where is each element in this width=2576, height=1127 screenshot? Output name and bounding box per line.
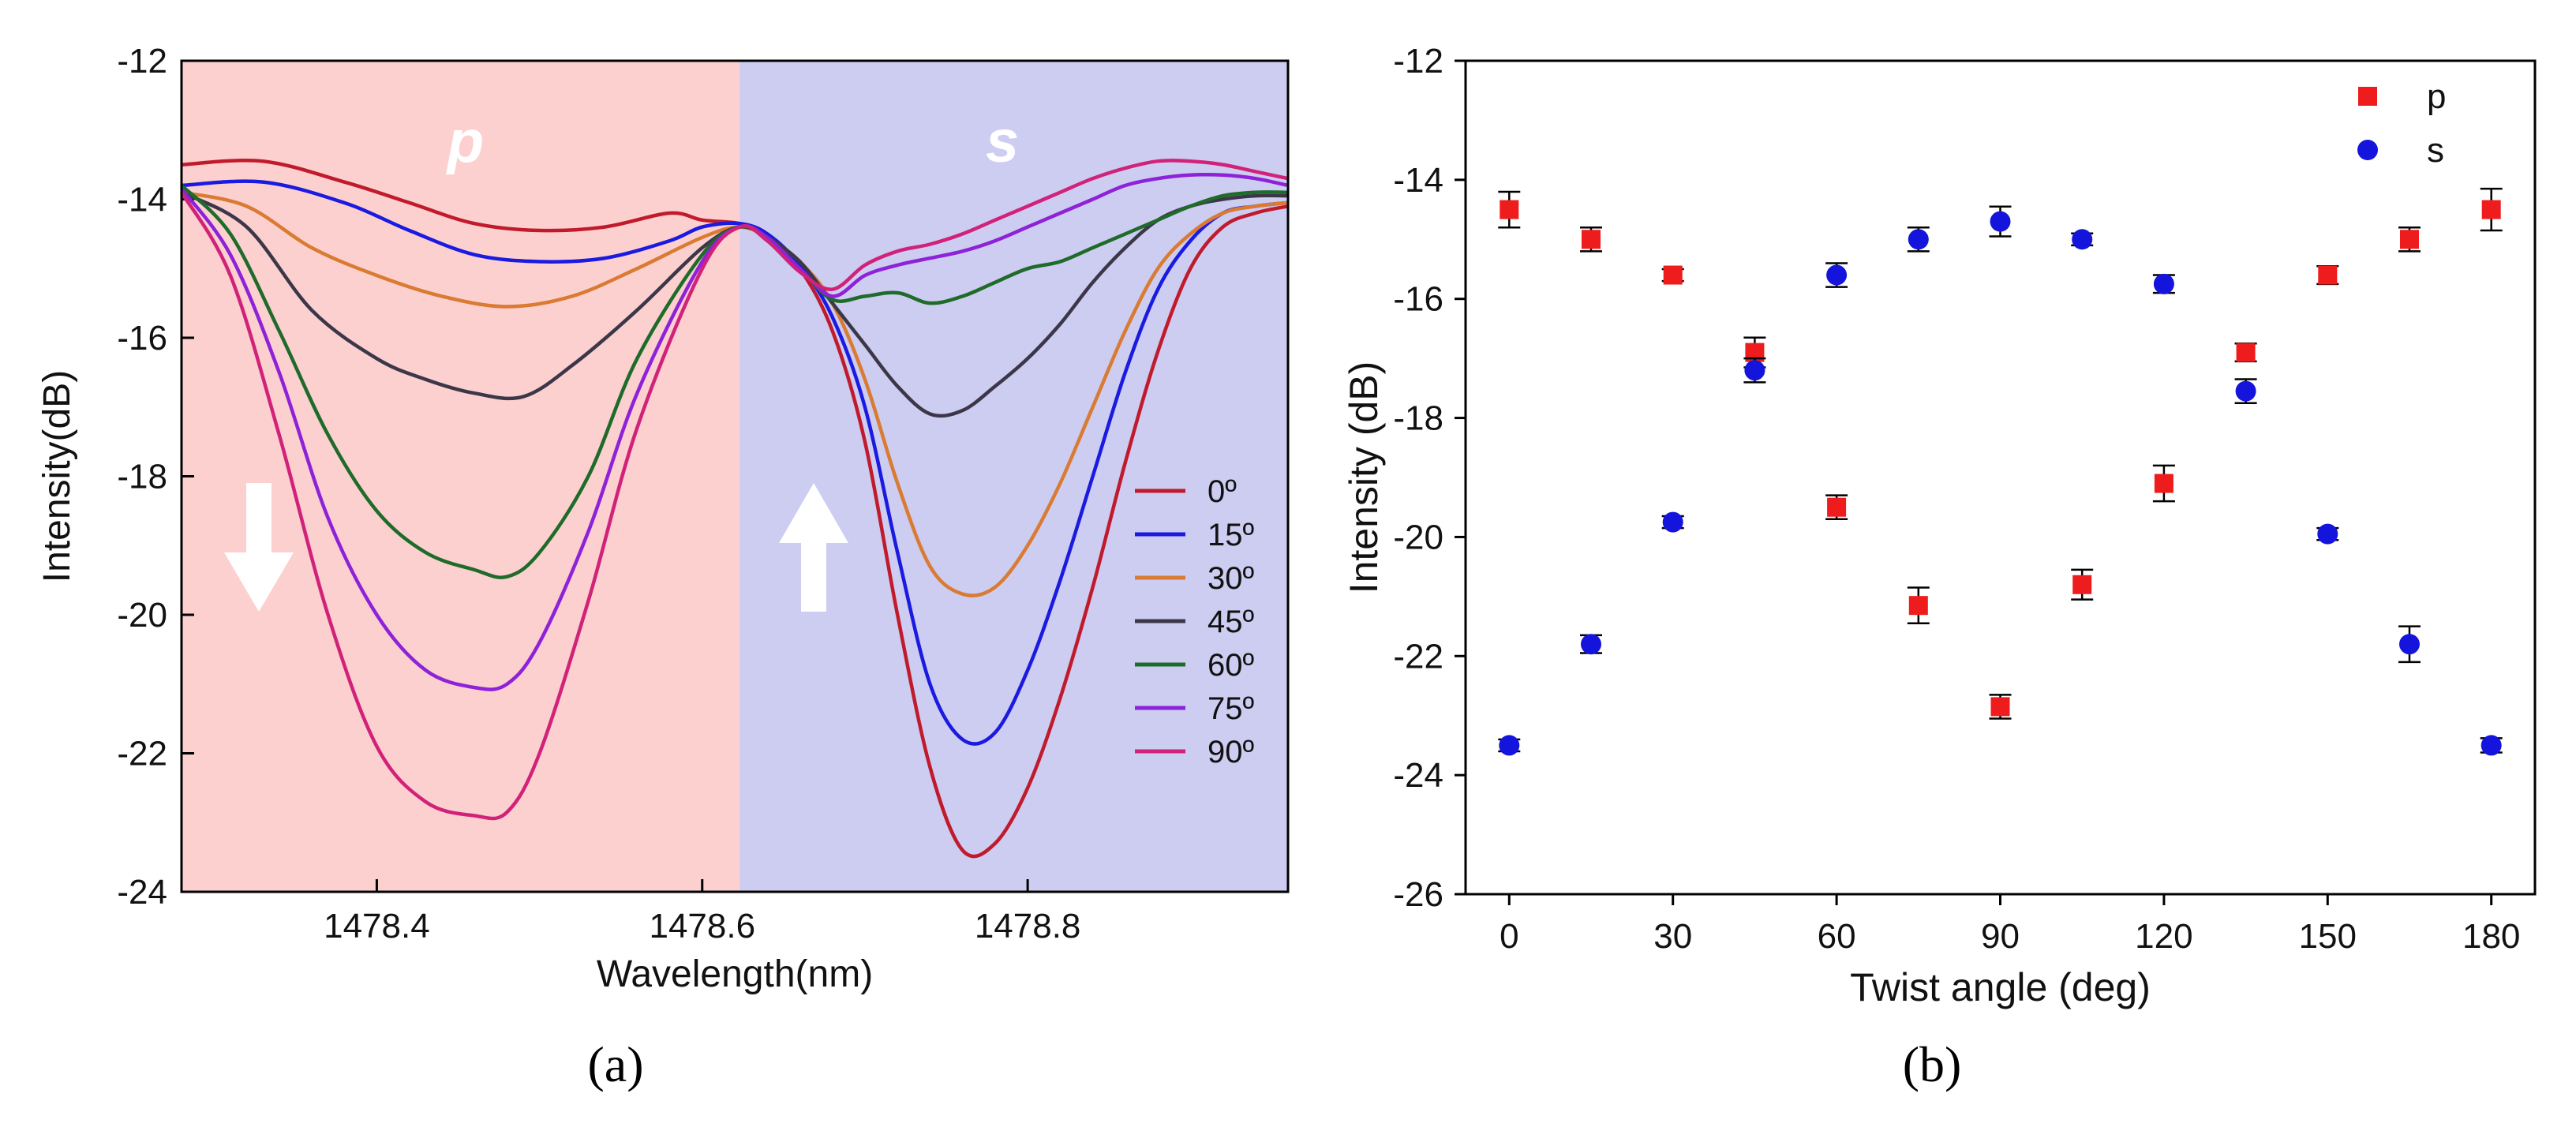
data-point-p: [1500, 200, 1519, 219]
x-tick-label-b: 0: [1500, 917, 1518, 956]
data-point-p: [2481, 200, 2501, 219]
y-tick-label-a: -16: [117, 319, 167, 358]
legend-label-6: 90º: [1208, 735, 1254, 769]
series-line-1: [181, 179, 1289, 746]
data-point-p: [1990, 697, 2010, 717]
x-tick-label-b: 120: [2135, 917, 2192, 956]
legend-label-2: 30º: [1208, 561, 1254, 596]
x-tick-label-b: 150: [2299, 917, 2357, 956]
y-tick-label-a: -20: [117, 596, 167, 635]
y-tick-label-b: -26: [1393, 875, 1443, 914]
y-tick-label-b: -16: [1393, 280, 1443, 319]
x-tick-label-a: 1478.8: [975, 907, 1081, 945]
legend-label-5: 75º: [1208, 691, 1254, 726]
legend-label-s: s: [2427, 131, 2444, 170]
data-point-p: [2399, 230, 2419, 249]
x-axis-label-b: Twist angle (deg): [1850, 965, 2151, 1009]
data-point-p: [1663, 265, 1683, 285]
x-axis-label-a: Wavelength(nm): [597, 953, 873, 995]
legend-marker-s: [2357, 140, 2378, 160]
plot-frame-b: [1464, 59, 2537, 896]
region-label-s: s: [986, 108, 1019, 175]
y-tick-label-a: -24: [117, 873, 167, 912]
x-tick-label-b: 90: [1981, 917, 2020, 956]
y-tick-label-a: -22: [117, 735, 167, 773]
x-tick-label-a: 1478.6: [649, 907, 755, 945]
y-axis-label-b: Intensity (dB): [1342, 361, 1386, 594]
y-tick-label-b: -22: [1393, 637, 1443, 676]
y-axis-label-a: Intensity(dB): [36, 370, 78, 582]
legend-marker-p: [2358, 87, 2377, 106]
data-point-p: [1908, 596, 1928, 616]
data-point-s: [1499, 735, 1520, 756]
plot-frame-a: [180, 59, 1290, 893]
data-point-s: [1744, 360, 1765, 381]
y-tick-label-a: -18: [117, 458, 167, 496]
y-tick-label-b: -24: [1393, 756, 1443, 795]
data-point-p: [2072, 575, 2092, 594]
legend-label-0: 0º: [1208, 474, 1237, 509]
data-point-s: [2398, 634, 2420, 655]
data-point-s: [1662, 511, 1683, 533]
y-tick-label-b: -20: [1393, 518, 1443, 556]
region-p: [182, 61, 740, 892]
data-point-p: [2154, 474, 2174, 493]
region-label-p: p: [446, 108, 484, 175]
series-line-2: [181, 190, 1289, 597]
arrow-up-icon: [779, 483, 848, 612]
data-point-s: [2481, 735, 2502, 756]
data-point-s: [1908, 229, 1929, 250]
legend-label-p: p: [2427, 77, 2446, 116]
data-point-p: [2236, 343, 2256, 362]
caption-a: (a): [587, 1036, 643, 1092]
y-tick-label-a: -14: [117, 181, 167, 219]
arrow-down-icon: [224, 483, 294, 612]
data-point-s: [1581, 634, 1602, 655]
data-point-p: [1582, 230, 1601, 249]
data-point-p: [2318, 265, 2338, 285]
data-point-s: [1990, 211, 2011, 232]
x-tick-label-a: 1478.4: [324, 907, 430, 945]
data-point-s: [2153, 273, 2174, 294]
legend-label-1: 15º: [1208, 518, 1254, 552]
data-point-s: [1826, 264, 1848, 286]
legend-label-4: 60º: [1208, 648, 1254, 683]
y-tick-label-b: -18: [1393, 399, 1443, 438]
y-tick-label-b: -14: [1393, 161, 1443, 200]
data-point-s: [2072, 229, 2093, 250]
x-tick-label-b: 60: [1818, 917, 1856, 956]
series-line-0: [181, 158, 1289, 859]
y-tick-label-a: -12: [117, 42, 167, 80]
data-point-s: [2317, 523, 2338, 545]
legend-label-3: 45º: [1208, 605, 1254, 639]
caption-b: (b): [1903, 1036, 1962, 1092]
x-tick-label-b: 180: [2462, 917, 2520, 956]
x-tick-label-b: 30: [1653, 917, 1692, 956]
chart-panel-b: 0 30 60 90 120 150 180 -26 -24 -22 -20 -18 -16 -14 -12…: [1342, 42, 2537, 1009]
data-point-p: [1827, 497, 1847, 517]
data-point-s: [2235, 380, 2256, 402]
y-tick-label-b: -12: [1393, 42, 1443, 80]
chart-panel-a: 1478.4 1478.6 1478.8 -24 -22 -20 -18 -16 -14 -12 p…: [36, 42, 1290, 995]
region-s: [739, 61, 1288, 892]
series-line-6: [180, 159, 1289, 821]
